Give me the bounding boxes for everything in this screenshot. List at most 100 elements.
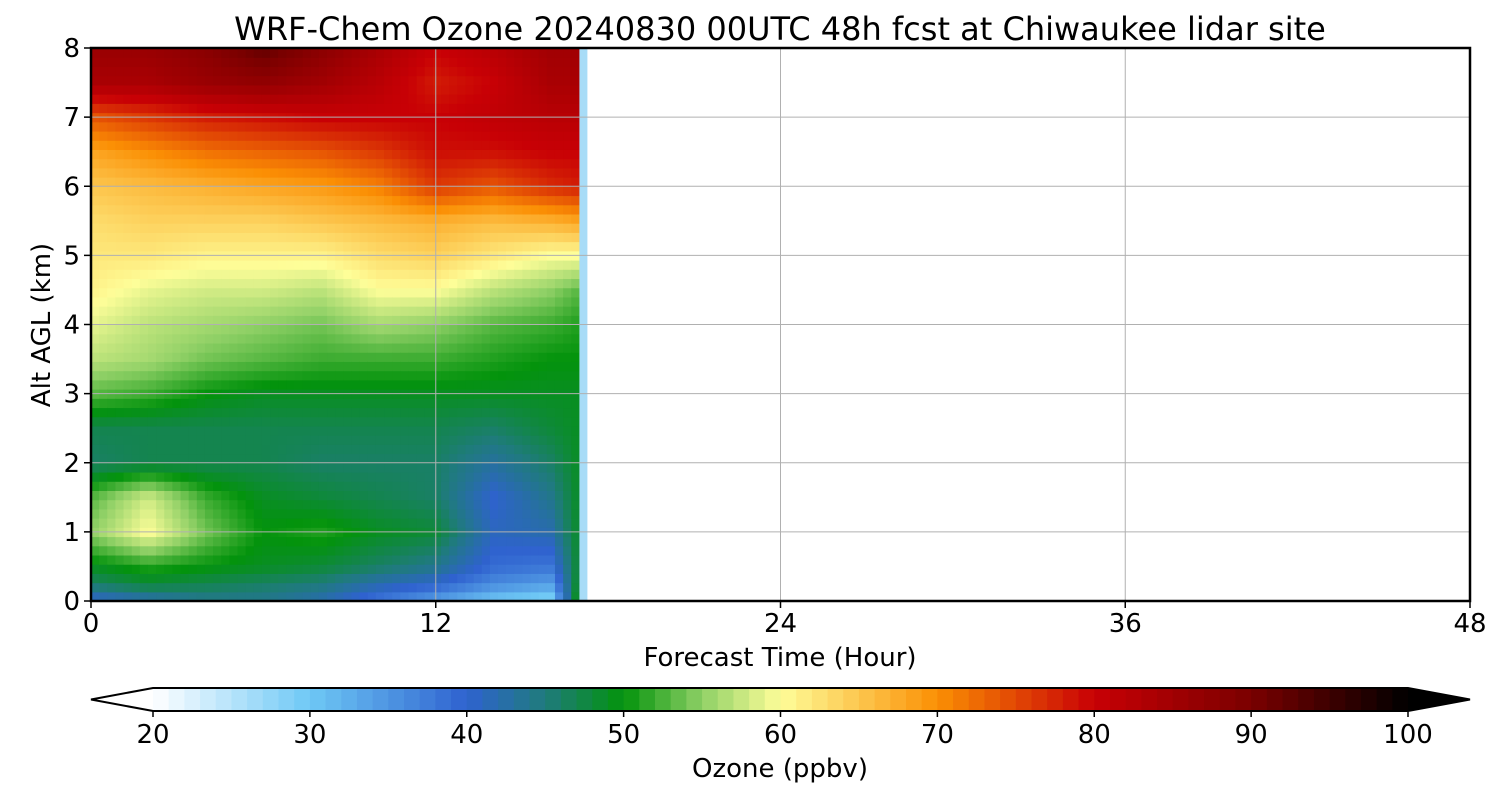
heatmap-cell (416, 370, 426, 381)
heatmap-cell (91, 158, 100, 169)
heatmap-cell (465, 564, 475, 574)
heatmap-cell (465, 213, 475, 224)
heatmap-cell (123, 471, 133, 482)
heatmap-cell (302, 195, 312, 206)
heatmap-cell (180, 536, 190, 547)
heatmap-cell (514, 352, 524, 362)
heatmap-cell (286, 536, 296, 547)
heatmap-cell (115, 186, 125, 197)
heatmap-cell (514, 306, 524, 316)
heatmap-cell (416, 57, 426, 68)
heatmap-cell (253, 342, 263, 353)
heatmap-cell (156, 130, 165, 141)
heatmap-cell (204, 416, 214, 427)
heatmap-cell (302, 536, 312, 547)
heatmap-cell (253, 324, 263, 335)
heatmap-cell (359, 149, 369, 160)
heatmap-cell (546, 444, 556, 455)
heatmap-cell (188, 103, 198, 114)
heatmap-cell (400, 48, 410, 58)
heatmap-cell (172, 269, 182, 280)
heatmap-cell (204, 453, 214, 464)
heatmap-cell (229, 204, 239, 215)
heatmap-cell (156, 352, 165, 362)
heatmap-cell (375, 287, 385, 298)
colorbar-segment (906, 688, 923, 711)
heatmap-cell (367, 444, 377, 455)
heatmap-cell (139, 167, 149, 178)
heatmap-cell (294, 167, 304, 178)
heatmap-cell (416, 582, 426, 593)
heatmap-cell (131, 177, 141, 187)
heatmap-cell (261, 508, 271, 519)
heatmap-cell (335, 490, 344, 501)
heatmap-cell (139, 573, 149, 584)
heatmap-cell (571, 84, 580, 95)
heatmap-cell (335, 75, 344, 86)
heatmap-cell (489, 66, 499, 77)
heatmap-cell (123, 296, 133, 307)
heatmap-cell (359, 306, 369, 316)
heatmap-cell (318, 130, 328, 141)
heatmap-cell (530, 195, 540, 206)
heatmap-cell (522, 57, 532, 68)
heatmap-cell (204, 471, 214, 482)
heatmap-cell (147, 536, 157, 547)
heatmap-cell (375, 315, 385, 326)
colorbar-tick-label: 50 (607, 720, 640, 750)
heatmap-cell (449, 407, 458, 418)
heatmap-cell (131, 582, 141, 593)
heatmap-cell (538, 306, 548, 316)
heatmap-cell (156, 462, 165, 473)
heatmap-cell (237, 333, 247, 344)
heatmap-cell (335, 407, 344, 418)
heatmap-cell (424, 149, 434, 160)
heatmap-cell (473, 342, 483, 353)
heatmap-cell (318, 499, 328, 510)
heatmap-cell (351, 416, 361, 427)
heatmap-cell (156, 518, 165, 528)
heatmap-cell (554, 361, 564, 372)
heatmap-cell (188, 158, 198, 169)
colorbar-segment (388, 688, 405, 711)
heatmap-cell (563, 407, 572, 418)
heatmap-cell (180, 195, 190, 206)
heatmap-cell (367, 232, 377, 243)
heatmap-cell (139, 57, 149, 68)
heatmap-cell (392, 564, 401, 574)
heatmap-cell (530, 352, 540, 362)
heatmap-cell (131, 213, 141, 224)
heatmap-cell (571, 518, 580, 528)
heatmap-cell (424, 94, 434, 104)
heatmap-cell (139, 195, 149, 206)
heatmap-cell (221, 490, 230, 501)
heatmap-cell (359, 342, 369, 353)
heatmap-cell (400, 573, 410, 584)
heatmap-cell (571, 361, 580, 372)
heatmap-cell (432, 149, 442, 160)
heatmap-cell (270, 370, 279, 381)
heatmap-cell (221, 140, 230, 150)
heatmap-cell (408, 296, 418, 307)
heatmap-cell (473, 499, 483, 510)
heatmap-cell (400, 195, 410, 206)
heatmap-cell (318, 140, 328, 150)
heatmap-cell (359, 499, 369, 510)
heatmap-cell (99, 177, 108, 187)
heatmap-cell (237, 306, 247, 316)
heatmap-cell (164, 545, 173, 556)
heatmap-cell (449, 158, 458, 169)
heatmap-cell (359, 518, 369, 528)
heatmap-cell (164, 158, 173, 169)
heatmap-cell (213, 564, 222, 574)
heatmap-cell (481, 140, 491, 150)
heatmap-cell (270, 398, 279, 409)
heatmap-cell (367, 269, 377, 280)
heatmap-cell (465, 315, 475, 326)
heatmap-cell (514, 259, 524, 270)
heatmap-cell (416, 481, 426, 491)
heatmap-cell (123, 582, 133, 593)
heatmap-cell (253, 582, 263, 593)
heatmap-cell (164, 269, 173, 280)
heatmap-cell (286, 453, 296, 464)
